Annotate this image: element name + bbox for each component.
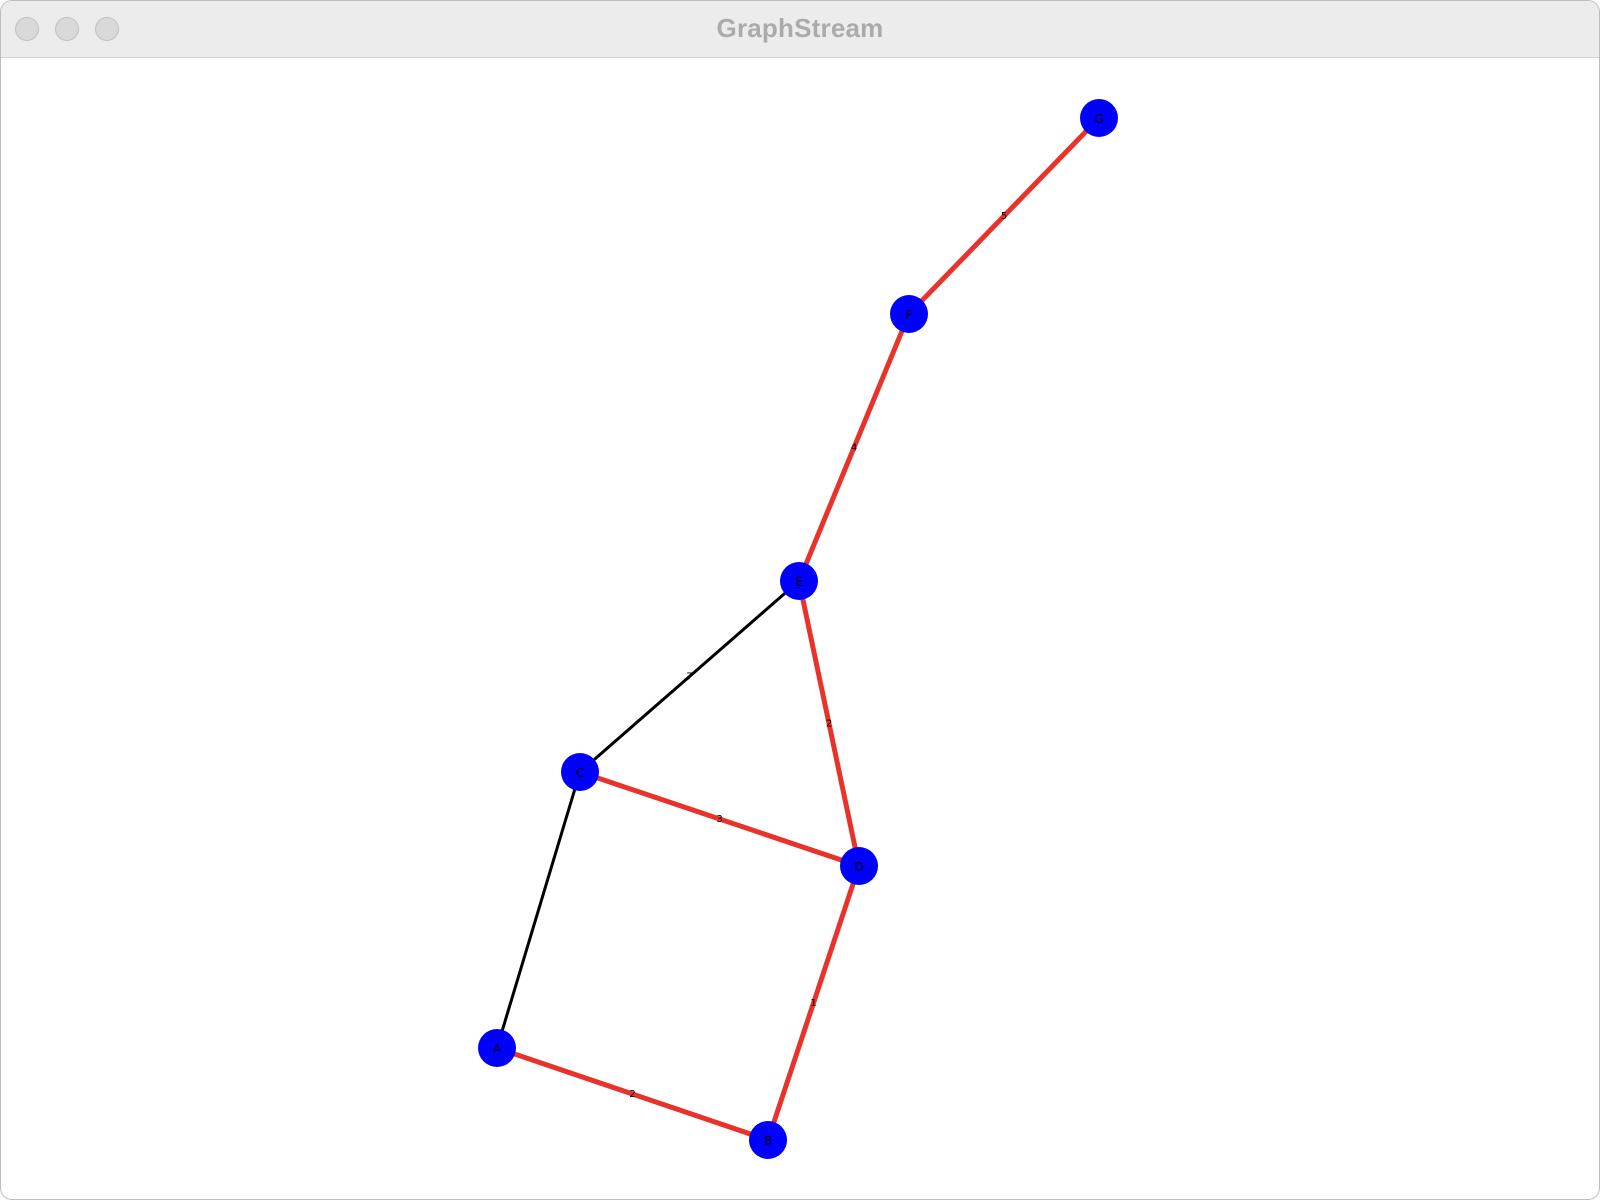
node-label: E [795,575,803,589]
edges-layer: 5 4 7 2 3 1 2 [494,115,1102,1143]
minimize-button[interactable] [55,17,79,41]
node-e[interactable]: E [780,562,818,600]
edge-f-e[interactable] [796,311,912,584]
node-label: F [906,308,913,322]
node-circle[interactable] [890,295,928,333]
node-a[interactable]: A [478,1029,516,1067]
node-label: B [764,1134,772,1148]
edge-e-d[interactable] [796,578,862,869]
edge-d-b[interactable] [765,863,862,1143]
node-label: D [854,860,863,874]
edge-c-a[interactable] [495,770,582,1050]
node-g[interactable]: G [1080,99,1118,137]
node-circle[interactable] [840,847,878,885]
node-circle[interactable] [478,1029,516,1067]
close-button[interactable] [15,17,39,41]
node-label: C [576,766,584,780]
edge-weight-label: 1 [810,998,816,1009]
edge-e-c[interactable] [578,579,801,774]
edge-weight-label: 4 [851,443,857,454]
edge-weight-label: 7 [686,672,692,683]
node-circle[interactable] [1080,99,1118,137]
node-circle[interactable] [749,1121,787,1159]
node-f[interactable]: F [890,295,928,333]
edge-c-d[interactable] [577,769,862,869]
title-bar[interactable]: GraphStream [1,1,1599,58]
nodes-layer: G F E C D A B [478,99,1118,1159]
node-label: A [493,1042,502,1056]
node-d[interactable]: D [840,847,878,885]
edge-weight-label: 5 [1001,211,1007,222]
node-b[interactable]: B [749,1121,787,1159]
edge-weight-label: 3 [716,814,722,825]
window-title: GraphStream [716,13,884,43]
node-label: G [1094,112,1103,126]
node-c[interactable]: C [561,753,599,791]
zoom-button[interactable] [95,17,119,41]
edge-weight-label: 2 [629,1089,635,1100]
edge-g-f[interactable] [906,115,1102,317]
graph-view[interactable]: 5 4 7 2 3 1 2 G F E C D A B [1,58,1599,1199]
edge-weight-label: 2 [826,719,832,730]
node-circle[interactable] [780,562,818,600]
edge-a-b[interactable] [494,1045,771,1143]
node-circle[interactable] [561,753,599,791]
graph-canvas[interactable]: 5 4 7 2 3 1 2 G F E C D A B [1,58,1599,1199]
